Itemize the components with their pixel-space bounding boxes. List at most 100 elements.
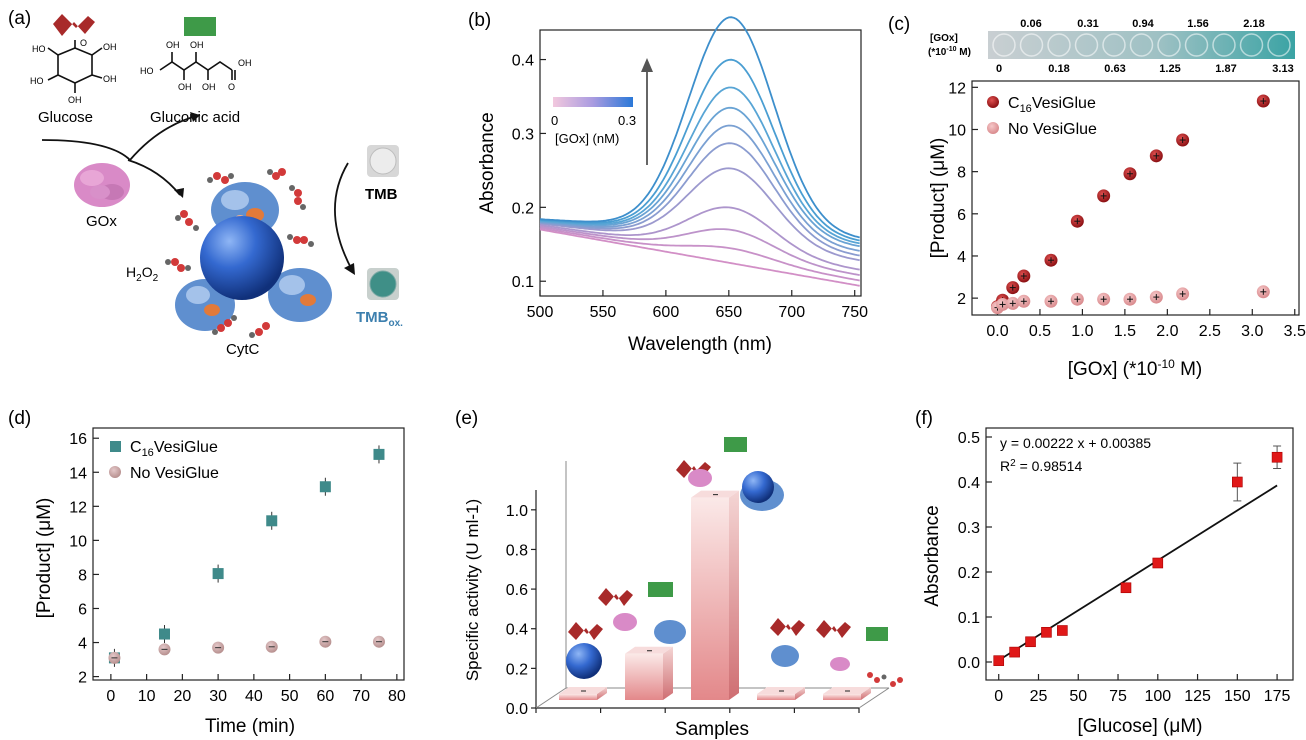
chart-e-depth-line-2: [858, 687, 890, 709]
chart-b-xlabel: Wavelength (nm): [628, 334, 772, 355]
bar-side: [597, 687, 607, 700]
strip-bottom-label: 1.25: [1159, 63, 1180, 75]
y-tick-label: 2: [78, 670, 87, 687]
data-point: [1025, 636, 1036, 648]
panel-label-a: (a): [8, 8, 31, 29]
y-tick-label: 16: [69, 431, 87, 448]
bar-sample-4: [757, 694, 795, 700]
strip-well: [1129, 33, 1154, 57]
x-tick-label: 550: [590, 304, 617, 321]
gluconic-oh-4: OH: [202, 82, 216, 92]
strip-gox-label: [GOx]: [930, 33, 958, 44]
spectrum-line-11: [539, 16, 860, 239]
y-tick-label: 0.1: [512, 274, 534, 291]
x-tick-label: 80: [388, 688, 406, 705]
chart-c-xlabel: [GOx] (*10-10 M): [1068, 357, 1203, 380]
gluconic-oh-3: OH: [178, 82, 192, 92]
data-point-vesiglue: [158, 628, 170, 640]
chart-d-legend-marker-2: [109, 466, 121, 478]
data-point-vesiglue: [373, 448, 385, 460]
chart-b-frame: [539, 29, 862, 297]
chart-d-frame: [92, 427, 405, 681]
data-point-vesiglue: [319, 481, 331, 493]
x-tick-label: 175: [1264, 688, 1291, 705]
y-tick-label: 14: [69, 465, 87, 482]
x-tick-label: 30: [209, 688, 227, 705]
sample-2-cytc-icon: [654, 620, 686, 644]
y-tick-label: 0.4: [512, 53, 534, 70]
strip-well: [1102, 33, 1126, 57]
fit-line: [998, 484, 1278, 662]
x-tick-label: 500: [527, 304, 554, 321]
strip-unit-label: (*10-10 M): [928, 46, 971, 58]
y-tick-label: 0.5: [958, 430, 980, 447]
strip-top-label: 2.18: [1243, 18, 1264, 30]
chart-b-legend-min: 0: [551, 113, 558, 128]
strip-well: [1267, 33, 1291, 57]
gox-enzyme-icon: [74, 163, 130, 207]
bar-sample-2: [625, 653, 663, 700]
chart-f-equation: y = 0.00222 x + 0.00385: [1000, 435, 1151, 451]
y-tick-label: 0.2: [958, 565, 980, 582]
y-tick-label: 10: [69, 533, 87, 550]
x-tick-label: 20: [173, 688, 191, 705]
y-tick-label: 0.4: [506, 622, 528, 639]
bar-sample-3: [691, 497, 729, 700]
strip-well: [1047, 33, 1071, 57]
y-tick-label: 4: [957, 249, 966, 266]
chart-c-frame: [971, 80, 1300, 316]
spectrum-line-2: [539, 227, 860, 282]
x-tick-label: 70: [352, 688, 370, 705]
y-tick-label: 0.2: [506, 661, 528, 678]
data-point-vesiglue: [266, 515, 278, 527]
strip-bottom-label: 3.13: [1272, 63, 1293, 75]
y-tick-label: 0.8: [506, 542, 528, 559]
chart-c-gox-product: [GOx] (*10-10 M) 0.06 0.31 0.94 1.56 2.180 0.…: [928, 18, 1306, 380]
y-tick-label: 10: [948, 122, 966, 139]
chart-b-legend-label: [GOx] (nM): [555, 131, 619, 146]
y-tick-label: 0.4: [958, 475, 980, 492]
tmb-ox-well-inner: [369, 270, 397, 298]
bar-side: [861, 687, 871, 700]
x-tick-label: 3.5: [1284, 323, 1306, 340]
x-tick-label: 25: [1030, 688, 1048, 705]
y-tick-label: 0.2: [512, 200, 534, 217]
strip-top-label: 1.56: [1187, 18, 1208, 30]
spectrum-line-5: [539, 167, 860, 262]
data-point: [1009, 646, 1020, 658]
gluconic-ho: HO: [140, 66, 154, 76]
glucose-structure: [47, 40, 103, 93]
x-tick-label: 100: [1144, 688, 1171, 705]
chart-c-legend-1: C16VesiGlue: [1008, 95, 1096, 115]
chart-b-gradient-legend: [553, 97, 633, 107]
gluconic-oh-1: OH: [166, 40, 180, 50]
y-tick-label: 0.1: [958, 610, 980, 627]
data-point: [993, 655, 1005, 666]
y-tick-label: 12: [948, 80, 966, 97]
bar-side: [795, 687, 805, 700]
sample-2-gox-icon: [613, 613, 637, 631]
cytc-cluster-right: [268, 268, 332, 322]
bar-sample-5: [823, 694, 861, 700]
reaction-arrow-2: [127, 159, 181, 196]
chart-d-ylabel: [Product] (μM): [34, 498, 55, 619]
y-tick-label: 8: [957, 165, 966, 182]
chart-e-depth-line: [535, 687, 567, 709]
gluconic-oh-5: OH: [238, 58, 252, 68]
x-tick-label: 150: [1224, 688, 1251, 705]
chart-e-specific-activity: 0.0 0.2 0.4 0.6 0.8 1.0 Specific activity (U …: [463, 437, 903, 740]
x-tick-label: 0.0: [986, 323, 1008, 340]
y-tick-label: 4: [78, 636, 87, 653]
gox-well-strip: [988, 31, 1295, 59]
sample-3-sphere-icon: [742, 471, 774, 503]
y-tick-label: 12: [69, 499, 87, 516]
chart-f-r-squared: R2 = 0.98514: [1000, 458, 1082, 474]
chart-d-legend-1: C16VesiGlue: [130, 439, 218, 459]
gluconic-oh-2: OH: [190, 40, 204, 50]
y-tick-label: 0.0: [958, 655, 980, 672]
tmb-well-inner: [369, 147, 397, 175]
strip-well: [1157, 33, 1181, 57]
spectrum-line-3: [539, 225, 860, 276]
cytc-label: CytC: [226, 341, 260, 358]
